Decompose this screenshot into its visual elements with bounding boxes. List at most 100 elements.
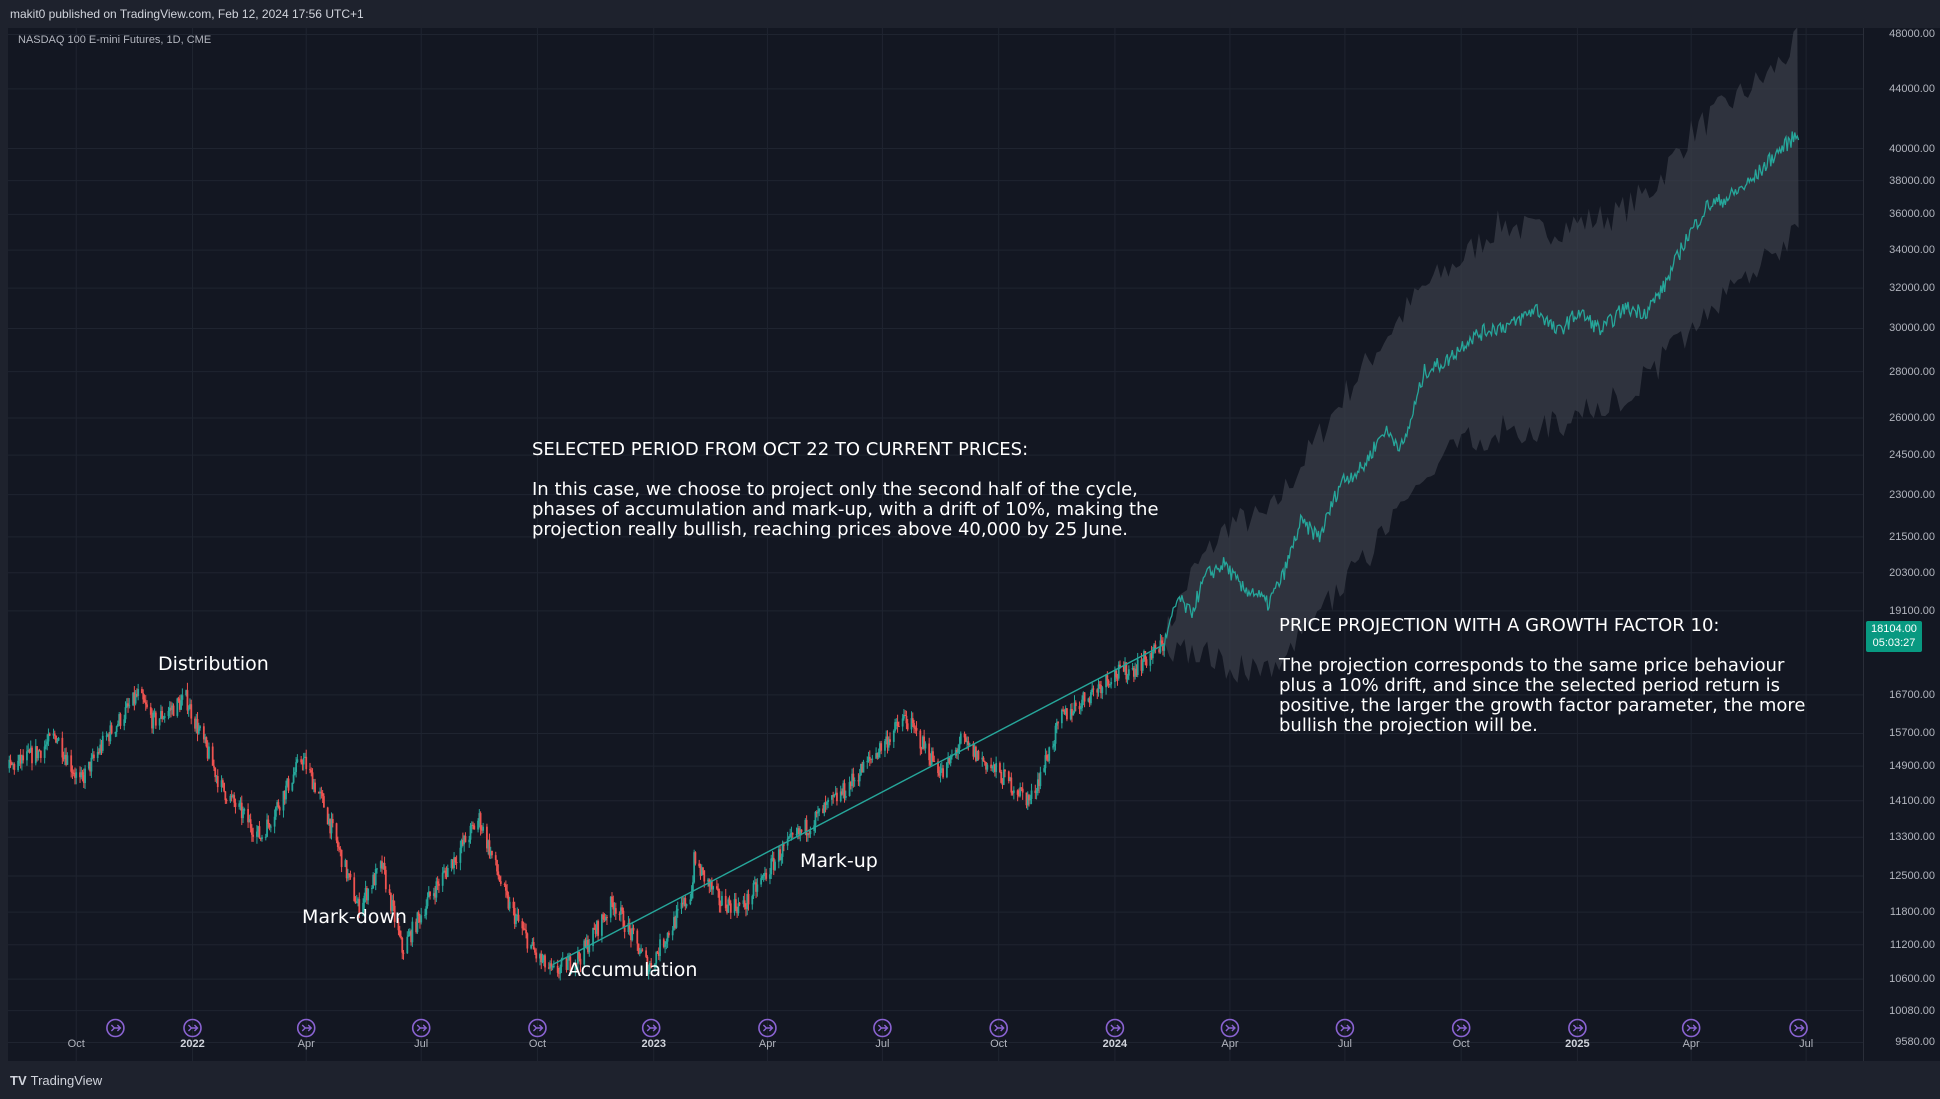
- candle: [690, 885, 693, 902]
- candle-body: [451, 859, 454, 869]
- event-icon-ring: [528, 1018, 547, 1038]
- event-icon[interactable]: [758, 1018, 777, 1038]
- candle-body: [320, 791, 323, 793]
- candle: [542, 954, 545, 967]
- candle: [214, 767, 217, 782]
- candle-body: [844, 796, 847, 798]
- event-icon[interactable]: [1681, 1018, 1701, 1038]
- events[interactable]: [106, 1018, 1808, 1038]
- candle: [374, 863, 377, 891]
- candle-body: [1079, 707, 1082, 710]
- candle: [503, 882, 506, 888]
- event-icon[interactable]: [1335, 1018, 1355, 1038]
- event-icon[interactable]: [183, 1018, 202, 1038]
- candle-body: [755, 882, 757, 892]
- tradingview-logo[interactable]: TV TradingView: [10, 1073, 102, 1088]
- time-tick-label: 2024: [1102, 1038, 1128, 1050]
- event-icon-arrow: [646, 1024, 658, 1032]
- event-icon[interactable]: [106, 1018, 125, 1038]
- candle: [860, 763, 862, 776]
- candle: [751, 894, 754, 910]
- candle-body: [1098, 684, 1101, 686]
- chart-pane[interactable]: NASDAQ 100 E-mini Futures, 1D, CME: [8, 28, 1863, 1061]
- symbol-title[interactable]: NASDAQ 100 E-mini Futures, 1D, CME: [18, 34, 212, 46]
- price-chart[interactable]: [8, 28, 1863, 1061]
- candle-body: [232, 795, 234, 797]
- candle: [321, 790, 324, 803]
- candle-body: [559, 966, 562, 974]
- candle: [66, 752, 69, 766]
- event-icon[interactable]: [641, 1018, 661, 1038]
- event-icon[interactable]: [1105, 1018, 1125, 1038]
- candle-body: [417, 912, 420, 916]
- candle-body: [584, 940, 587, 947]
- event-icon[interactable]: [296, 1018, 316, 1038]
- candle: [415, 918, 418, 934]
- candle: [287, 775, 290, 794]
- event-icon[interactable]: [873, 1018, 892, 1038]
- candle-body: [1081, 699, 1083, 708]
- candle: [862, 759, 865, 773]
- candle-body: [959, 733, 962, 744]
- candle: [535, 948, 538, 963]
- candle: [841, 788, 843, 796]
- candle: [180, 694, 183, 710]
- candle-body: [87, 761, 90, 769]
- candle: [583, 939, 586, 968]
- candle: [379, 860, 382, 872]
- candle: [204, 733, 207, 744]
- price-axis[interactable]: 48000.00 44000.00 40000.00 38000.00 36000.00…: [1863, 28, 1940, 1061]
- candle-body: [654, 963, 656, 968]
- event-icon[interactable]: [989, 1018, 1008, 1038]
- candle: [905, 710, 908, 730]
- candle-body: [566, 960, 569, 970]
- event-icon[interactable]: [411, 1018, 431, 1038]
- candle: [791, 832, 794, 839]
- event-icon[interactable]: [1568, 1018, 1587, 1038]
- candle: [18, 754, 21, 767]
- candle: [296, 754, 299, 764]
- event-icon[interactable]: [528, 1018, 547, 1038]
- event-icon-arrow: [994, 1024, 1005, 1032]
- candle: [933, 755, 936, 762]
- candle-body: [655, 952, 658, 964]
- candle-body: [1141, 661, 1144, 671]
- candle: [259, 837, 262, 842]
- candle-body: [364, 887, 367, 896]
- note-projection[interactable]: PRICE PROJECTION WITH A GROWTH FACTOR 10…: [1279, 615, 1806, 736]
- candle: [1081, 695, 1083, 712]
- event-icon[interactable]: [1789, 1018, 1808, 1038]
- candle-body: [12, 763, 14, 766]
- candle-body: [1004, 769, 1006, 772]
- candle-body: [31, 747, 33, 764]
- candle-body: [1158, 649, 1161, 653]
- candle-body: [774, 861, 776, 870]
- candle: [336, 836, 339, 851]
- phase-accumulation[interactable]: Accumulation: [568, 959, 698, 981]
- candle: [1021, 782, 1024, 800]
- event-icon[interactable]: [1220, 1018, 1240, 1038]
- candle-body: [747, 894, 750, 905]
- candle-body: [885, 736, 888, 742]
- event-icon-ring: [989, 1018, 1008, 1038]
- price-tick-label: 19100.00: [1889, 604, 1935, 617]
- candle-body: [293, 771, 296, 775]
- candle: [163, 712, 166, 723]
- candle: [884, 738, 886, 758]
- note-selected-period[interactable]: SELECTED PERIOD FROM OCT 22 TO CURRENT P…: [532, 439, 1159, 540]
- phase-mark-up[interactable]: Mark-up: [800, 850, 878, 872]
- phase-mark-down[interactable]: Mark-down: [302, 906, 407, 928]
- candle: [371, 885, 373, 894]
- candle: [314, 778, 316, 794]
- candle-body: [74, 774, 76, 778]
- candle-body: [815, 812, 818, 814]
- candle-body: [47, 733, 50, 742]
- candle-body: [432, 893, 435, 896]
- candle: [480, 825, 483, 834]
- candle: [283, 790, 286, 805]
- candle-body: [771, 857, 774, 859]
- trendline[interactable]: [552, 643, 1165, 966]
- phase-distribution[interactable]: Distribution: [158, 653, 269, 675]
- event-icon[interactable]: [1451, 1018, 1471, 1038]
- candle: [1002, 762, 1005, 786]
